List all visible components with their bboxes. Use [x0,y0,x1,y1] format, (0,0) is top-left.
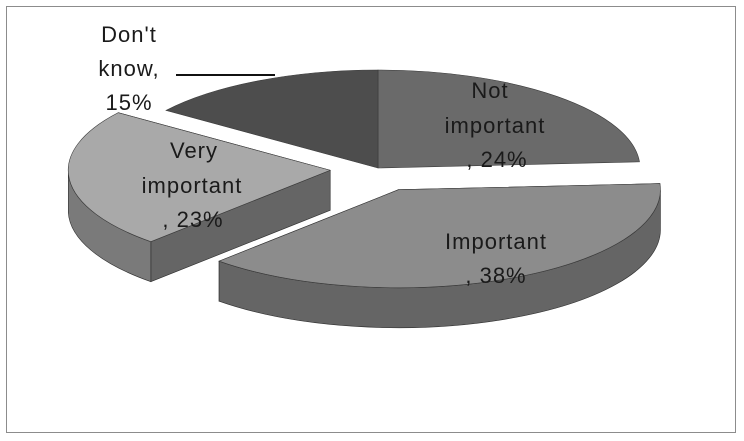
pie-tops [67,69,661,289]
slice-label-not-important: Not important , 24% [445,78,546,172]
slice-label-dont-know: Don't know, 15% [98,22,159,115]
pie-slice-don-t-know [165,69,379,169]
label-line: important [142,173,243,198]
label-line: 15% [105,90,152,115]
pie-slice-important [218,183,661,289]
pie-slice-not-important [377,69,640,169]
label-line: Not [471,78,508,103]
pie-slice-very-important [67,112,332,243]
label-line: know, [98,56,159,81]
slice-label-very-important: Very important , 23% [142,138,243,232]
label-line: important [445,113,546,138]
label-line: Don't [101,22,157,47]
slice-label-important: Important , 38% [445,229,547,288]
label-line: , 38% [465,263,526,288]
label-line: , 23% [162,207,223,232]
label-line: , 24% [466,147,527,172]
label-line: Very [170,138,218,163]
label-line: Important [445,229,547,254]
